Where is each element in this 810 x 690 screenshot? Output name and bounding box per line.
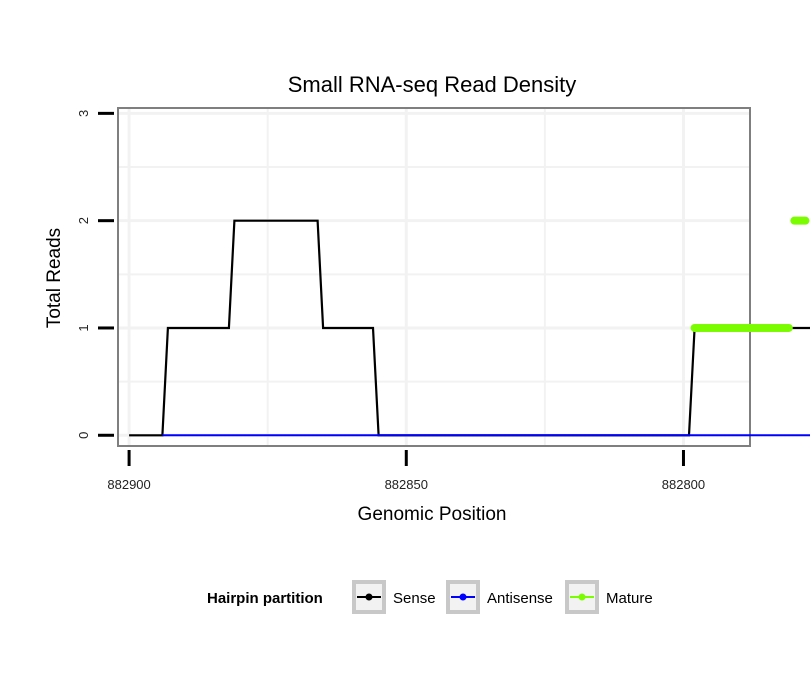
y-tick-label: 3 <box>76 110 91 117</box>
legend: Hairpin partition Sense Antisense Mature <box>207 580 653 614</box>
y-tick-label: 1 <box>76 324 91 331</box>
legend-entry-antisense: Antisense <box>446 580 553 614</box>
legend-label: Sense <box>393 590 436 607</box>
y-tick-label: 0 <box>76 432 91 439</box>
y-axis: 0 1 2 3 <box>76 110 114 439</box>
x-axis: 882900882850882800882750 <box>107 450 705 492</box>
grid <box>118 108 750 446</box>
y-tick-label: 2 <box>76 217 91 224</box>
x-tick-label: 882800 <box>662 477 705 492</box>
legend-entries: Sense Antisense Mature <box>352 580 653 614</box>
legend-key-point <box>578 593 586 601</box>
legend-entry-mature: Mature <box>565 580 653 614</box>
legend-key-point <box>365 593 373 601</box>
legend-title: Hairpin partition <box>207 590 323 607</box>
legend-entry-sense: Sense <box>352 580 436 614</box>
x-axis-title: Genomic Position <box>358 504 507 525</box>
series-layer <box>129 216 810 437</box>
x-tick-label: 882900 <box>107 477 150 492</box>
series-sense-line <box>129 219 810 437</box>
x-tick-label: 882850 <box>385 477 428 492</box>
legend-label: Antisense <box>487 590 553 607</box>
legend-key-point <box>459 593 467 601</box>
chart-title: Small RNA-seq Read Density <box>288 72 577 97</box>
legend-label: Mature <box>606 590 653 607</box>
plot-panel-border <box>117 107 751 447</box>
y-axis-title: Total Reads <box>44 228 65 328</box>
